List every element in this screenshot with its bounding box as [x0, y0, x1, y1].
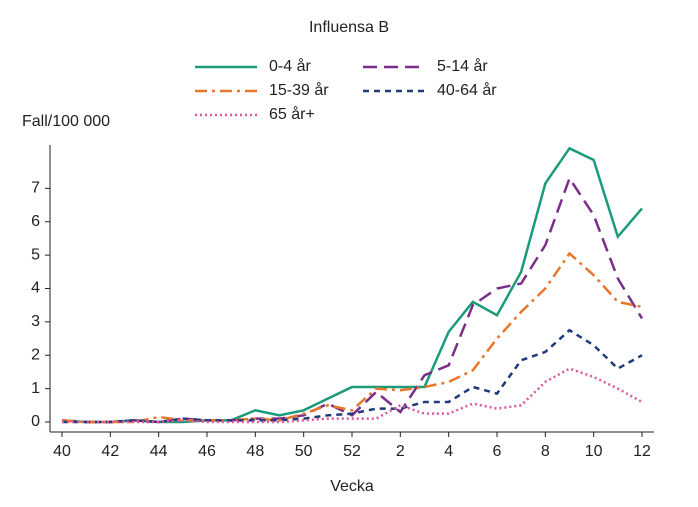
legend-label: 40-64 år [437, 81, 497, 99]
x-tick-label: 40 [53, 443, 71, 460]
x-tick-label: 48 [246, 443, 264, 460]
series-line [62, 367, 643, 424]
legend-label: 5-14 år [437, 57, 488, 75]
x-tick-label: 42 [101, 443, 119, 460]
x-tick-label: 12 [633, 443, 651, 460]
x-tick-label: 52 [343, 443, 361, 460]
x-axis-label: Vecka [330, 478, 374, 495]
x-tick-label: 46 [198, 443, 216, 460]
y-axis-label: Fall/100 000 [22, 113, 110, 130]
y-tick-label: 6 [31, 213, 40, 230]
x-tick-label: 8 [541, 443, 550, 460]
x-tick-label: 50 [295, 443, 313, 460]
series-line [61, 175, 644, 424]
legend-label: 15-39 år [269, 81, 329, 99]
y-tick-label: 7 [31, 180, 40, 197]
y-tick-label: 1 [31, 380, 40, 397]
chart-title: Influensa B [309, 19, 389, 36]
series-line [62, 328, 643, 424]
legend-label: 0-4 år [269, 57, 311, 75]
y-tick-label: 5 [31, 246, 40, 263]
y-tick-label: 2 [31, 346, 40, 363]
series-line [61, 251, 643, 424]
y-tick-label: 4 [31, 280, 40, 297]
y-tick-label: 0 [31, 413, 40, 430]
y-tick-label: 3 [31, 313, 40, 330]
x-tick-label: 6 [493, 443, 502, 460]
x-tick-label: 44 [150, 443, 168, 460]
x-tick-label: 10 [585, 443, 603, 460]
x-tick-label: 4 [444, 443, 453, 460]
x-tick-label: 2 [396, 443, 405, 460]
series-line [61, 146, 643, 424]
legend-label: 65 år+ [269, 105, 315, 123]
